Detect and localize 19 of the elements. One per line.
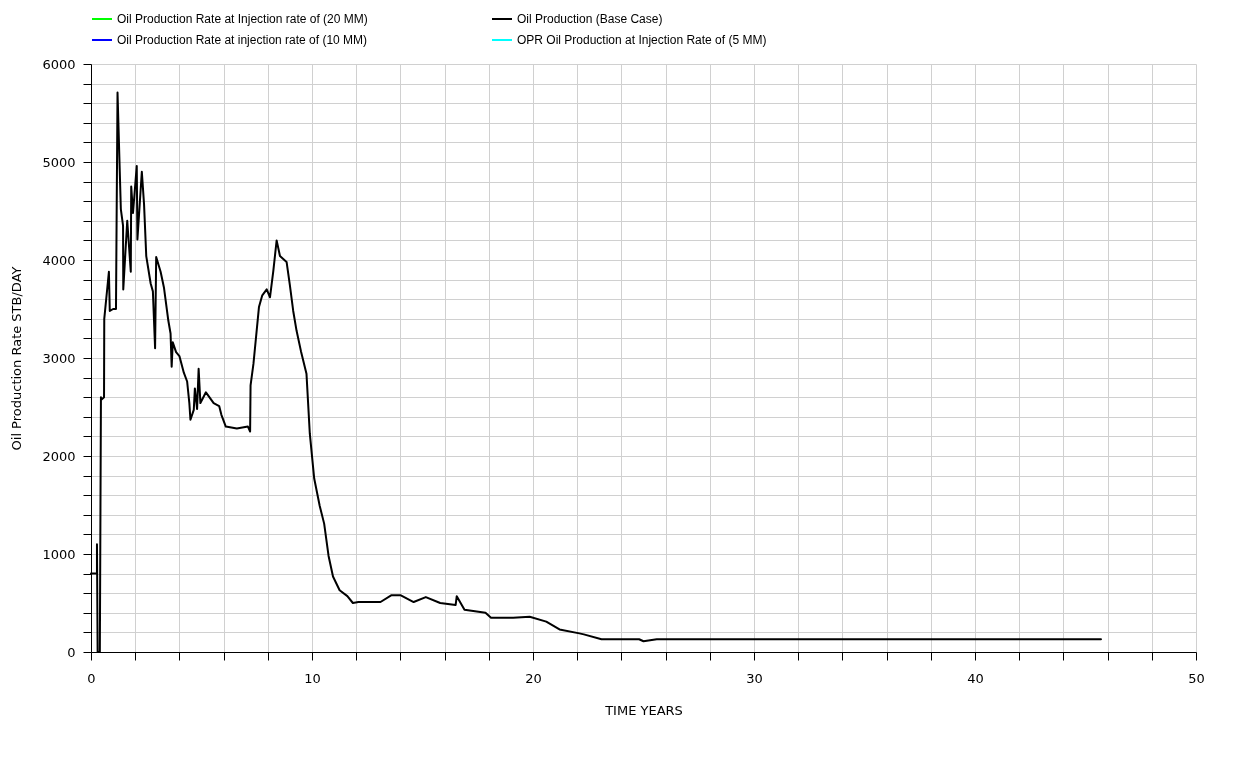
y-tick-label: 4000 <box>42 252 76 268</box>
legend-label: OPR Oil Production at Injection Rate of (5 MM) <box>517 33 767 47</box>
legend-label: Oil Production Rate at injection rate of (10 MM) <box>117 33 368 47</box>
x-tick-label: 40 <box>967 670 984 686</box>
y-tick-label: 0 <box>67 644 76 660</box>
x-tick-label: 10 <box>304 670 321 686</box>
x-tick-label: 20 <box>525 670 542 686</box>
y-axis-title: Oil Production Rate STB/DAY <box>9 266 25 451</box>
x-axis-title: TIME YEARS <box>604 702 683 718</box>
y-tick-label: 2000 <box>42 448 76 464</box>
legend-label: Oil Production (Base Case) <box>517 12 663 26</box>
legend-label: Oil Production Rate at Injection rate of (20 MM) <box>117 12 368 26</box>
y-tick-label: 3000 <box>42 350 76 366</box>
x-tick-label: 30 <box>746 670 763 686</box>
x-tick-label: 0 <box>87 670 96 686</box>
y-tick-label: 1000 <box>42 546 76 562</box>
x-tick-label: 50 <box>1188 670 1205 686</box>
y-tick-label: 5000 <box>42 154 76 170</box>
y-tick-label: 6000 <box>42 56 76 72</box>
